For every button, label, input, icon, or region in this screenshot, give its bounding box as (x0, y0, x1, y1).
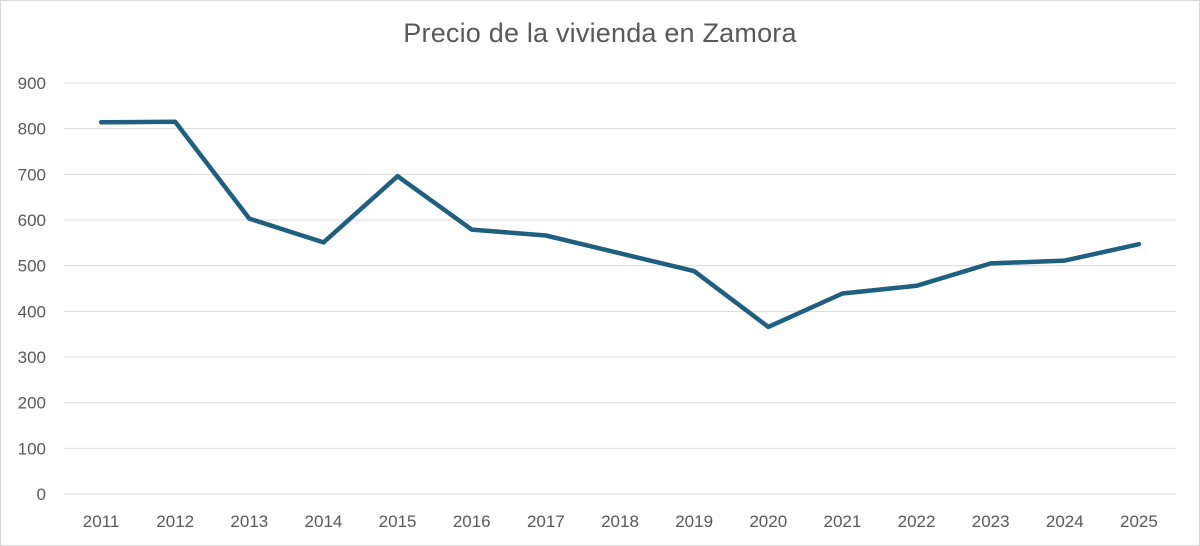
x-tick-label: 2025 (1120, 512, 1158, 531)
x-tick-label: 2022 (898, 512, 936, 531)
data-point-2022 (914, 283, 919, 288)
y-tick-label: 300 (18, 348, 46, 367)
x-tick-label: 2013 (230, 512, 268, 531)
series-layer (98, 119, 1142, 330)
data-point-2015 (395, 174, 400, 179)
x-tick-label: 2018 (601, 512, 639, 531)
x-axis: 2011 2012 2013 2014 2015 2016 2017 2018 2019 2020… (83, 512, 1158, 531)
data-point-2023 (988, 261, 993, 266)
x-tick-label: 2016 (453, 512, 491, 531)
x-tick-label: 2023 (972, 512, 1010, 531)
y-tick-label: 400 (18, 302, 46, 321)
data-point-2013 (247, 216, 252, 221)
data-point-2024 (1062, 258, 1067, 263)
data-point-2025 (1136, 242, 1141, 247)
series-line (98, 119, 1142, 330)
data-point-2020 (766, 324, 771, 329)
x-tick-label: 2015 (379, 512, 417, 531)
y-tick-label: 800 (18, 120, 46, 139)
x-tick-label: 2017 (527, 512, 565, 531)
data-point-2012 (173, 119, 178, 124)
y-tick-label: 100 (18, 439, 46, 458)
data-point-2019 (692, 269, 697, 274)
y-tick-label: 0 (37, 485, 46, 504)
y-axis: 0 100 200 300 400 500 600 700 800 900 (18, 74, 46, 504)
data-point-2016 (469, 227, 474, 232)
x-tick-label: 2020 (749, 512, 787, 531)
x-tick-label: 2012 (156, 512, 194, 531)
x-tick-label: 2021 (823, 512, 861, 531)
y-tick-label: 900 (18, 74, 46, 93)
data-point-2014 (321, 240, 326, 245)
y-tick-label: 700 (18, 165, 46, 184)
x-tick-label: 2024 (1046, 512, 1084, 531)
data-point-2018 (618, 251, 622, 256)
data-point-2021 (840, 291, 845, 296)
data-point-2017 (543, 233, 548, 238)
chart-title: Precio de la vivienda en Zamora (403, 18, 797, 48)
x-tick-label: 2011 (83, 512, 120, 531)
y-tick-label: 200 (18, 394, 46, 413)
gridlines (64, 82, 1176, 495)
data-point-2011 (99, 120, 104, 125)
y-tick-label: 500 (18, 257, 46, 276)
x-tick-label: 2014 (305, 512, 343, 531)
x-tick-label: 2019 (675, 512, 713, 531)
y-tick-label: 600 (18, 211, 46, 230)
